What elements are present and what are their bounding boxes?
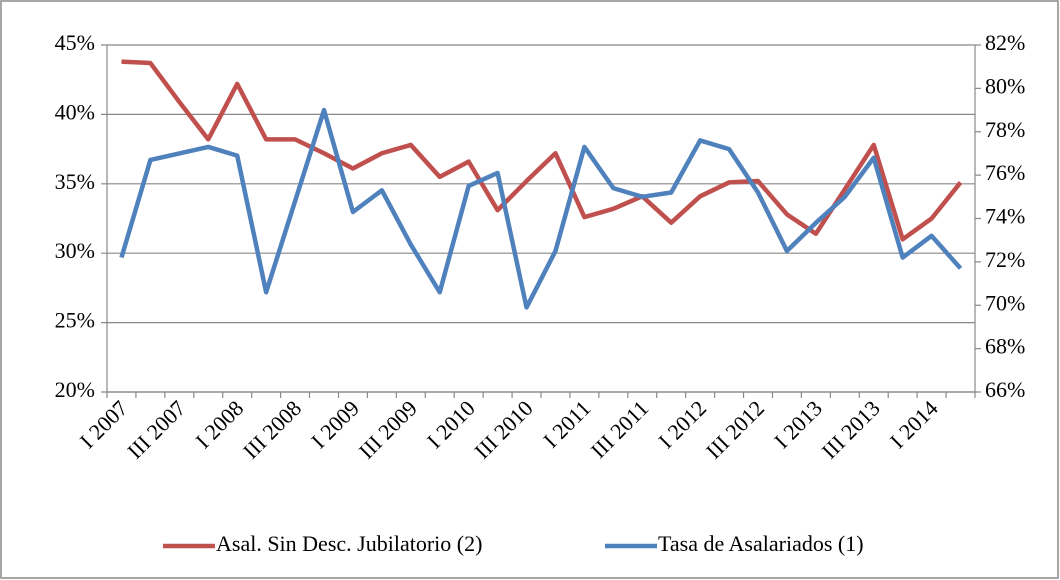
y2-tick-label: 76% [985,160,1025,185]
y2-tick-label: 74% [985,204,1025,229]
y-tick-label: 30% [55,238,95,263]
series-line [121,59,963,242]
y2-tick-label: 70% [985,290,1025,315]
y2-tick-label: 68% [985,334,1025,359]
y2-tick-label: 80% [985,73,1025,98]
y2-tick-label: 66% [985,377,1025,402]
y2-tick-label: 78% [985,117,1025,142]
y-tick-label: 25% [55,308,95,333]
legend-label: Tasa de Asalariados (1) [658,531,864,556]
y2-tick-label: 72% [985,247,1025,272]
y-tick-label: 45% [55,30,95,55]
y-tick-label: 20% [55,377,95,402]
y-tick-label: 40% [55,99,95,124]
series-line [119,107,963,310]
legend-label: Asal. Sin Desc. Jubilatorio (2) [216,531,482,556]
y-tick-label: 35% [55,169,95,194]
y2-tick-label: 82% [985,30,1025,55]
